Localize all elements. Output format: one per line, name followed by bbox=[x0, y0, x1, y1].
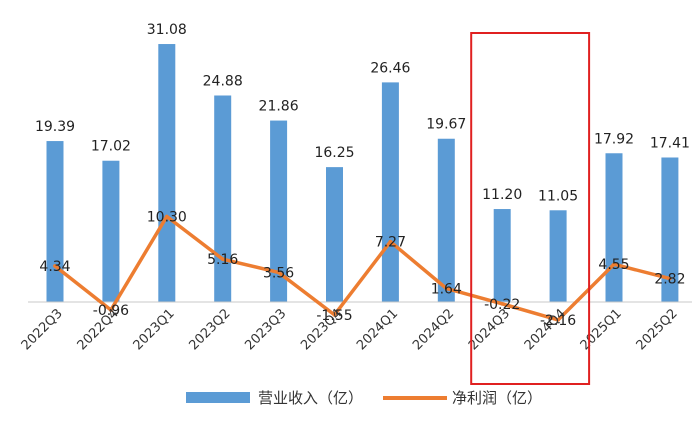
line-label-2025Q2: 2.82 bbox=[654, 272, 685, 288]
bar-label-2022Q3: 19.39 bbox=[35, 119, 75, 135]
line-label-2023Q4: -1.55 bbox=[316, 308, 352, 324]
line-label-2025Q1: 4.55 bbox=[598, 257, 629, 273]
bar-label-2024Q1: 26.46 bbox=[370, 60, 410, 76]
line-point-2023Q4 bbox=[332, 313, 337, 317]
bar-2024Q3 bbox=[493, 209, 511, 302]
bar-2024Q4 bbox=[549, 210, 567, 302]
net-profit-line bbox=[53, 214, 672, 322]
bar-2023Q2 bbox=[214, 95, 232, 302]
x-tick-2025Q2: 2025Q2 bbox=[634, 306, 681, 353]
line-point-2022Q4 bbox=[109, 308, 113, 312]
line-point-2023Q1 bbox=[165, 214, 169, 219]
x-tick-2022Q3: 2022Q3 bbox=[19, 306, 66, 353]
bar-2023Q4 bbox=[326, 167, 343, 302]
x-tick-2023Q2: 2023Q2 bbox=[186, 306, 233, 353]
bar-label-2024Q4: 11.05 bbox=[538, 188, 578, 204]
line-point-2024Q4 bbox=[556, 318, 560, 322]
line-label-2024Q3: -0.22 bbox=[484, 297, 520, 313]
bar-label-2023Q2: 24.88 bbox=[203, 73, 243, 89]
bar-series bbox=[46, 44, 679, 303]
line-label-2024Q1: 7.27 bbox=[375, 235, 406, 251]
line-label-2024Q4: -2.16 bbox=[540, 313, 576, 329]
bar-label-2025Q1: 17.92 bbox=[594, 131, 634, 147]
legend-bar-label: 营业收入（亿） bbox=[258, 389, 363, 407]
bar-2024Q2 bbox=[437, 138, 455, 302]
line-data-labels: 4.34 -0.96 10.30 5.16 3.56 -1.55 7.27 1.64 -0.22… bbox=[39, 210, 685, 329]
bar-2022Q4 bbox=[102, 160, 120, 302]
x-tick-2024Q1: 2024Q1 bbox=[354, 306, 401, 353]
bar-label-2023Q1: 31.08 bbox=[147, 22, 187, 38]
bar-2025Q1 bbox=[605, 153, 623, 302]
bar-label-2022Q4: 17.02 bbox=[91, 139, 131, 155]
bar-label-2023Q4: 16.25 bbox=[314, 145, 354, 161]
bar-label-2023Q3: 21.86 bbox=[259, 99, 299, 115]
line-point-2023Q2 bbox=[220, 257, 225, 261]
x-tick-2023Q1: 2023Q1 bbox=[131, 306, 178, 353]
line-label-2023Q1: 10.30 bbox=[147, 210, 187, 226]
line-point-2025Q1 bbox=[612, 262, 616, 267]
bar-2025Q2 bbox=[661, 157, 679, 302]
bar-2023Q3 bbox=[270, 120, 288, 302]
bar-2024Q1 bbox=[381, 82, 399, 303]
line-label-2024Q2: 1.64 bbox=[431, 281, 462, 297]
x-tick-2024Q3: 2024Q3 bbox=[466, 306, 513, 353]
line-label-2023Q3: 3.56 bbox=[263, 265, 294, 281]
line-series bbox=[53, 214, 672, 322]
line-label-2022Q3: 4.34 bbox=[39, 259, 70, 275]
line-point-2025Q2 bbox=[668, 276, 672, 281]
legend: 营业收入（亿） 净利润（亿） bbox=[186, 389, 542, 407]
line-label-2023Q2: 5.16 bbox=[207, 252, 238, 268]
highlight-box bbox=[470, 32, 591, 385]
bar-2022Q3 bbox=[46, 141, 64, 302]
bar-label-2024Q3: 11.20 bbox=[482, 187, 522, 203]
line-point-2024Q1 bbox=[388, 239, 393, 244]
line-point-2024Q2 bbox=[444, 286, 449, 291]
bar-2023Q1 bbox=[158, 44, 176, 302]
x-tick-2024Q2: 2024Q2 bbox=[410, 306, 457, 353]
bar-label-2025Q2: 17.41 bbox=[650, 135, 690, 151]
legend-bar-swatch bbox=[186, 392, 250, 403]
x-tick-2023Q3: 2023Q3 bbox=[242, 306, 289, 353]
line-point-2023Q3 bbox=[276, 270, 281, 275]
line-point-2022Q3 bbox=[53, 264, 57, 268]
line-point-2024Q3 bbox=[500, 302, 505, 306]
x-tick-2025Q1: 2025Q1 bbox=[578, 306, 625, 353]
bar-data-labels: 19.39 17.02 31.08 24.88 21.86 16.25 26.46 19.67… bbox=[35, 22, 690, 204]
line-label-2022Q4: -0.96 bbox=[93, 303, 129, 319]
legend-line-label: 净利润（亿） bbox=[452, 389, 542, 407]
bar-label-2024Q2: 19.67 bbox=[426, 117, 466, 133]
